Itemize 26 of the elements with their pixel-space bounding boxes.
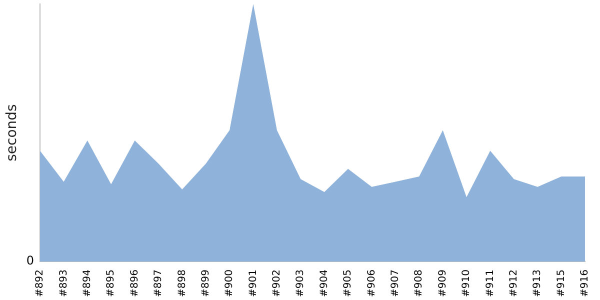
x-tick-label: #896 xyxy=(129,270,140,298)
x-tick-label: #902 xyxy=(272,270,283,298)
x-tick-label: #912 xyxy=(508,270,520,298)
x-tick-label: #905 xyxy=(342,270,354,298)
x-tick-label: #895 xyxy=(106,270,117,298)
x-tick-label: #904 xyxy=(318,270,330,298)
y-axis-title: seconds xyxy=(4,104,20,162)
x-tick-label: #906 xyxy=(366,270,378,298)
x-tick-label: #898 xyxy=(176,270,188,298)
x-tick-label: #911 xyxy=(484,270,496,298)
x-tick-label: #909 xyxy=(437,270,448,298)
x-tick-label: #900 xyxy=(224,270,236,298)
x-tick-label: #892 xyxy=(34,270,46,298)
x-tick-label: #901 xyxy=(248,270,259,298)
x-tick-label: #897 xyxy=(153,270,164,298)
x-tick-label: #903 xyxy=(295,270,306,298)
x-tick-label: #894 xyxy=(82,270,93,298)
x-tick-label: #908 xyxy=(414,270,425,298)
text: 0 xyxy=(26,254,34,268)
x-tick-label: #893 xyxy=(58,270,70,298)
x-tick-label: #916 xyxy=(580,270,591,298)
x-tick-label: #915 xyxy=(556,270,567,298)
x-tick-label: #899 xyxy=(200,270,212,298)
x-tick-label: #907 xyxy=(390,270,402,298)
x-tick-label: #913 xyxy=(532,270,544,298)
x-tick-label: #910 xyxy=(461,270,472,298)
